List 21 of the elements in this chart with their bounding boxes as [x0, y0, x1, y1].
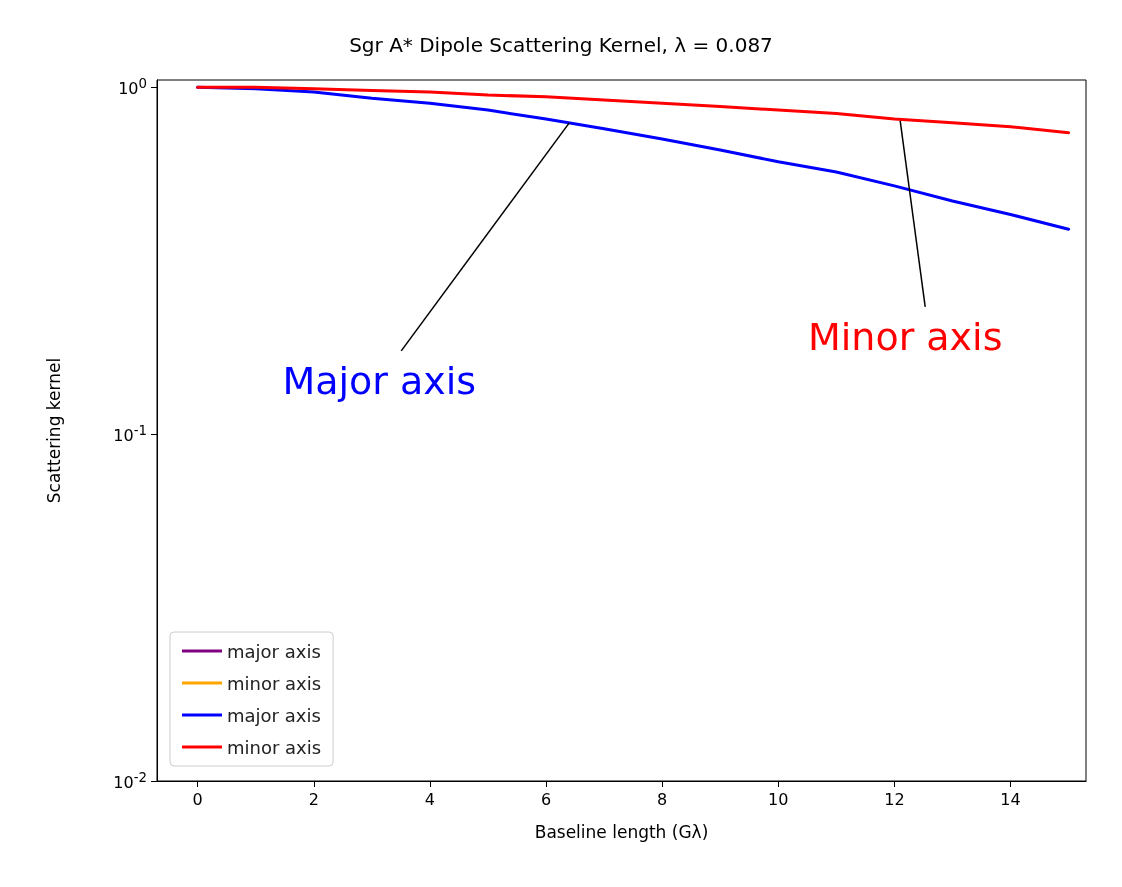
x-tick-label: 10	[768, 789, 789, 809]
legend-label: minor axis	[227, 736, 322, 758]
legend-label: minor axis	[227, 672, 322, 694]
line-series	[196, 85, 1071, 135]
legend-label: major axis	[227, 704, 321, 726]
legend-label: major axis	[227, 640, 321, 662]
y-tick-label: 10$^{-2}$	[113, 769, 147, 793]
x-tick-label: 0	[192, 789, 203, 809]
chart-title: Sgr A* Dipole Scattering Kernel, λ = 0.087	[349, 33, 773, 57]
x-tick-label: 8	[657, 789, 668, 809]
x-tick-label: 14	[1000, 789, 1021, 809]
y-tick-label: 10$^{0}$	[118, 76, 147, 99]
annotation: Minor axis	[807, 314, 1003, 359]
x-axis-title: Baseline length (Gλ)	[534, 821, 709, 842]
x-tick-label: 12	[884, 789, 905, 809]
annotation: Major axis	[282, 358, 477, 403]
x-tick-label: 6	[540, 789, 552, 809]
x-tick-label: 2	[308, 789, 319, 809]
y-axis-title: Scattering kernel	[43, 357, 64, 504]
x-tick-label: 4	[424, 789, 435, 809]
y-tick-label: 10$^{-1}$	[113, 423, 147, 446]
